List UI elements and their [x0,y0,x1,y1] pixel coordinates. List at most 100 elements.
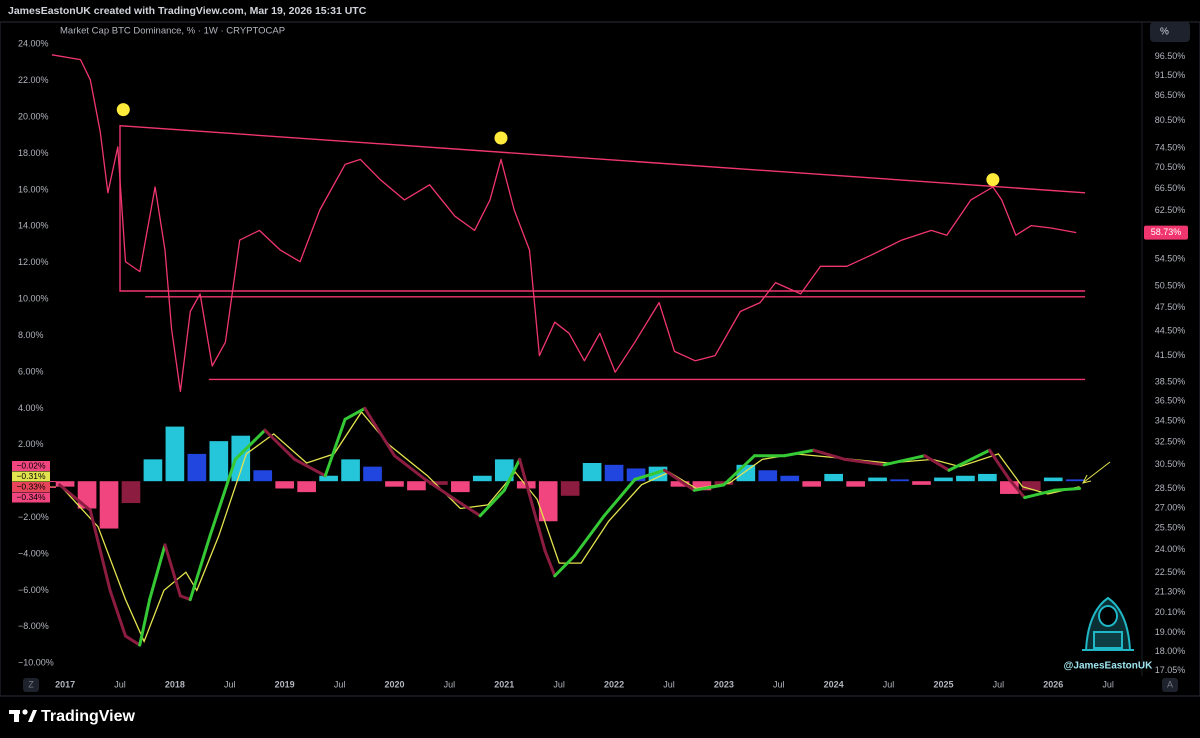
macd-segment [663,468,696,492]
x-tick-label: 2023 [714,679,734,689]
macd-segment [423,477,457,501]
auto-button[interactable] [1162,678,1178,692]
x-tick-label: 2018 [165,679,185,689]
y2-tick-label: 22.50% [1155,567,1186,577]
y2-tick-label: 34.50% [1155,415,1186,425]
histogram-bar [978,473,997,482]
histogram-bar [363,466,382,482]
x-tick-label: Jul [224,679,236,689]
arrow-annotation [1082,461,1111,484]
histogram-bar [231,435,251,482]
histogram-bar [758,470,778,482]
macd-segment [363,406,396,458]
y2-tick-label: 17.05% [1155,665,1186,675]
plot-area [51,54,1086,647]
macd-segment [843,457,886,467]
header-text: JamesEastonUK created with TradingView.c… [8,5,367,17]
histogram-bar [802,481,822,487]
macd-segment [343,406,367,421]
indicator-label-box [12,482,50,492]
histogram-bar [538,481,558,522]
histogram-bar [582,463,602,482]
histogram-bar [1065,479,1085,482]
macd-segment [323,417,347,478]
histogram-bar [846,481,865,487]
auto-button-label[interactable]: A [1167,679,1173,689]
macd-segment [553,554,577,578]
y2-tick-label: 21.30% [1155,586,1186,596]
footer-logo [9,709,37,722]
macd-segment [1052,486,1082,492]
y2-tick-label: 86.50% [1155,90,1186,100]
y2-tick-label: 25.50% [1155,523,1186,533]
footer-brand: TradingView [41,708,136,725]
x-tick-label: Jul [444,679,456,689]
macd-segment [573,514,606,558]
indicator-label: −0.34% [16,492,46,502]
histogram-bar [165,426,185,482]
histogram-bar [604,464,624,482]
histogram-bar [956,475,975,482]
trendline [119,124,1086,292]
histogram-bar [1021,481,1041,491]
y2-tick-label: 36.50% [1155,395,1186,405]
macd-segment [188,534,212,602]
y-tick-label: 18.00% [18,148,49,158]
indicator-label: −0.02% [16,460,46,470]
histogram-bar [560,481,580,496]
macd-segment [543,548,557,578]
macd-segment [123,634,142,647]
x-tick-label: Jul [553,679,565,689]
y-tick-label: −2.00% [18,512,49,522]
y2-tick-label: 28.50% [1155,483,1186,493]
zoom-button-label[interactable]: Z [28,679,34,689]
macd-segment [722,454,757,487]
chart-title: Market Cap BTC Dominance, % · 1W · CRYPT… [60,26,285,37]
macd-segment [178,594,192,602]
histogram-bar [1043,477,1063,482]
macd-segment [633,468,667,481]
y2-tick-label: 80.50% [1155,115,1186,125]
histogram-bar [451,481,470,493]
price-label: 58.73% [1151,227,1182,237]
zoom-button[interactable] [23,678,39,692]
y-tick-label: −8.00% [18,621,49,631]
x-tick-label: 2021 [494,679,514,689]
x-tick-label: Jul [1102,679,1114,689]
macd-segment [293,457,327,478]
macd-segment [602,477,637,518]
indicator-label: −0.31% [16,471,46,481]
price-label-box [1144,225,1188,240]
histogram-bar [275,481,295,489]
y2-tick-label: 41.50% [1155,350,1186,360]
y2-tick-label: 18.00% [1155,646,1186,656]
y2-tick-label: 91.50% [1155,70,1186,80]
y2-tick-label: 47.50% [1155,302,1186,312]
scale-button-label[interactable]: % [1160,27,1169,38]
macd-segment [502,457,522,492]
price-line [51,54,1077,393]
y2-tick-label: 19.00% [1155,627,1186,637]
y2-tick-label: 54.50% [1155,253,1186,263]
x-tick-label: 2020 [384,679,404,689]
y-tick-label: 16.00% [18,184,49,194]
histogram-bar [297,481,316,493]
macd-segment [478,488,506,518]
x-tick-label: Jul [993,679,1005,689]
x-tick-label: Jul [883,679,895,689]
macd-segment [108,588,127,638]
y-tick-label: 12.00% [18,257,49,267]
macd-segment [882,454,927,467]
y-tick-label: −6.00% [18,585,49,595]
histogram-bar [429,481,448,485]
y-tick-label: −4.00% [18,548,49,558]
histogram-bar [824,473,844,482]
y-tick-label: 24.00% [18,39,49,49]
marker-dot [494,131,508,145]
scale-button[interactable] [1150,22,1190,42]
histogram-bar [670,481,690,487]
x-tick-label: 2025 [933,679,953,689]
y-tick-label: 20.00% [18,111,49,121]
